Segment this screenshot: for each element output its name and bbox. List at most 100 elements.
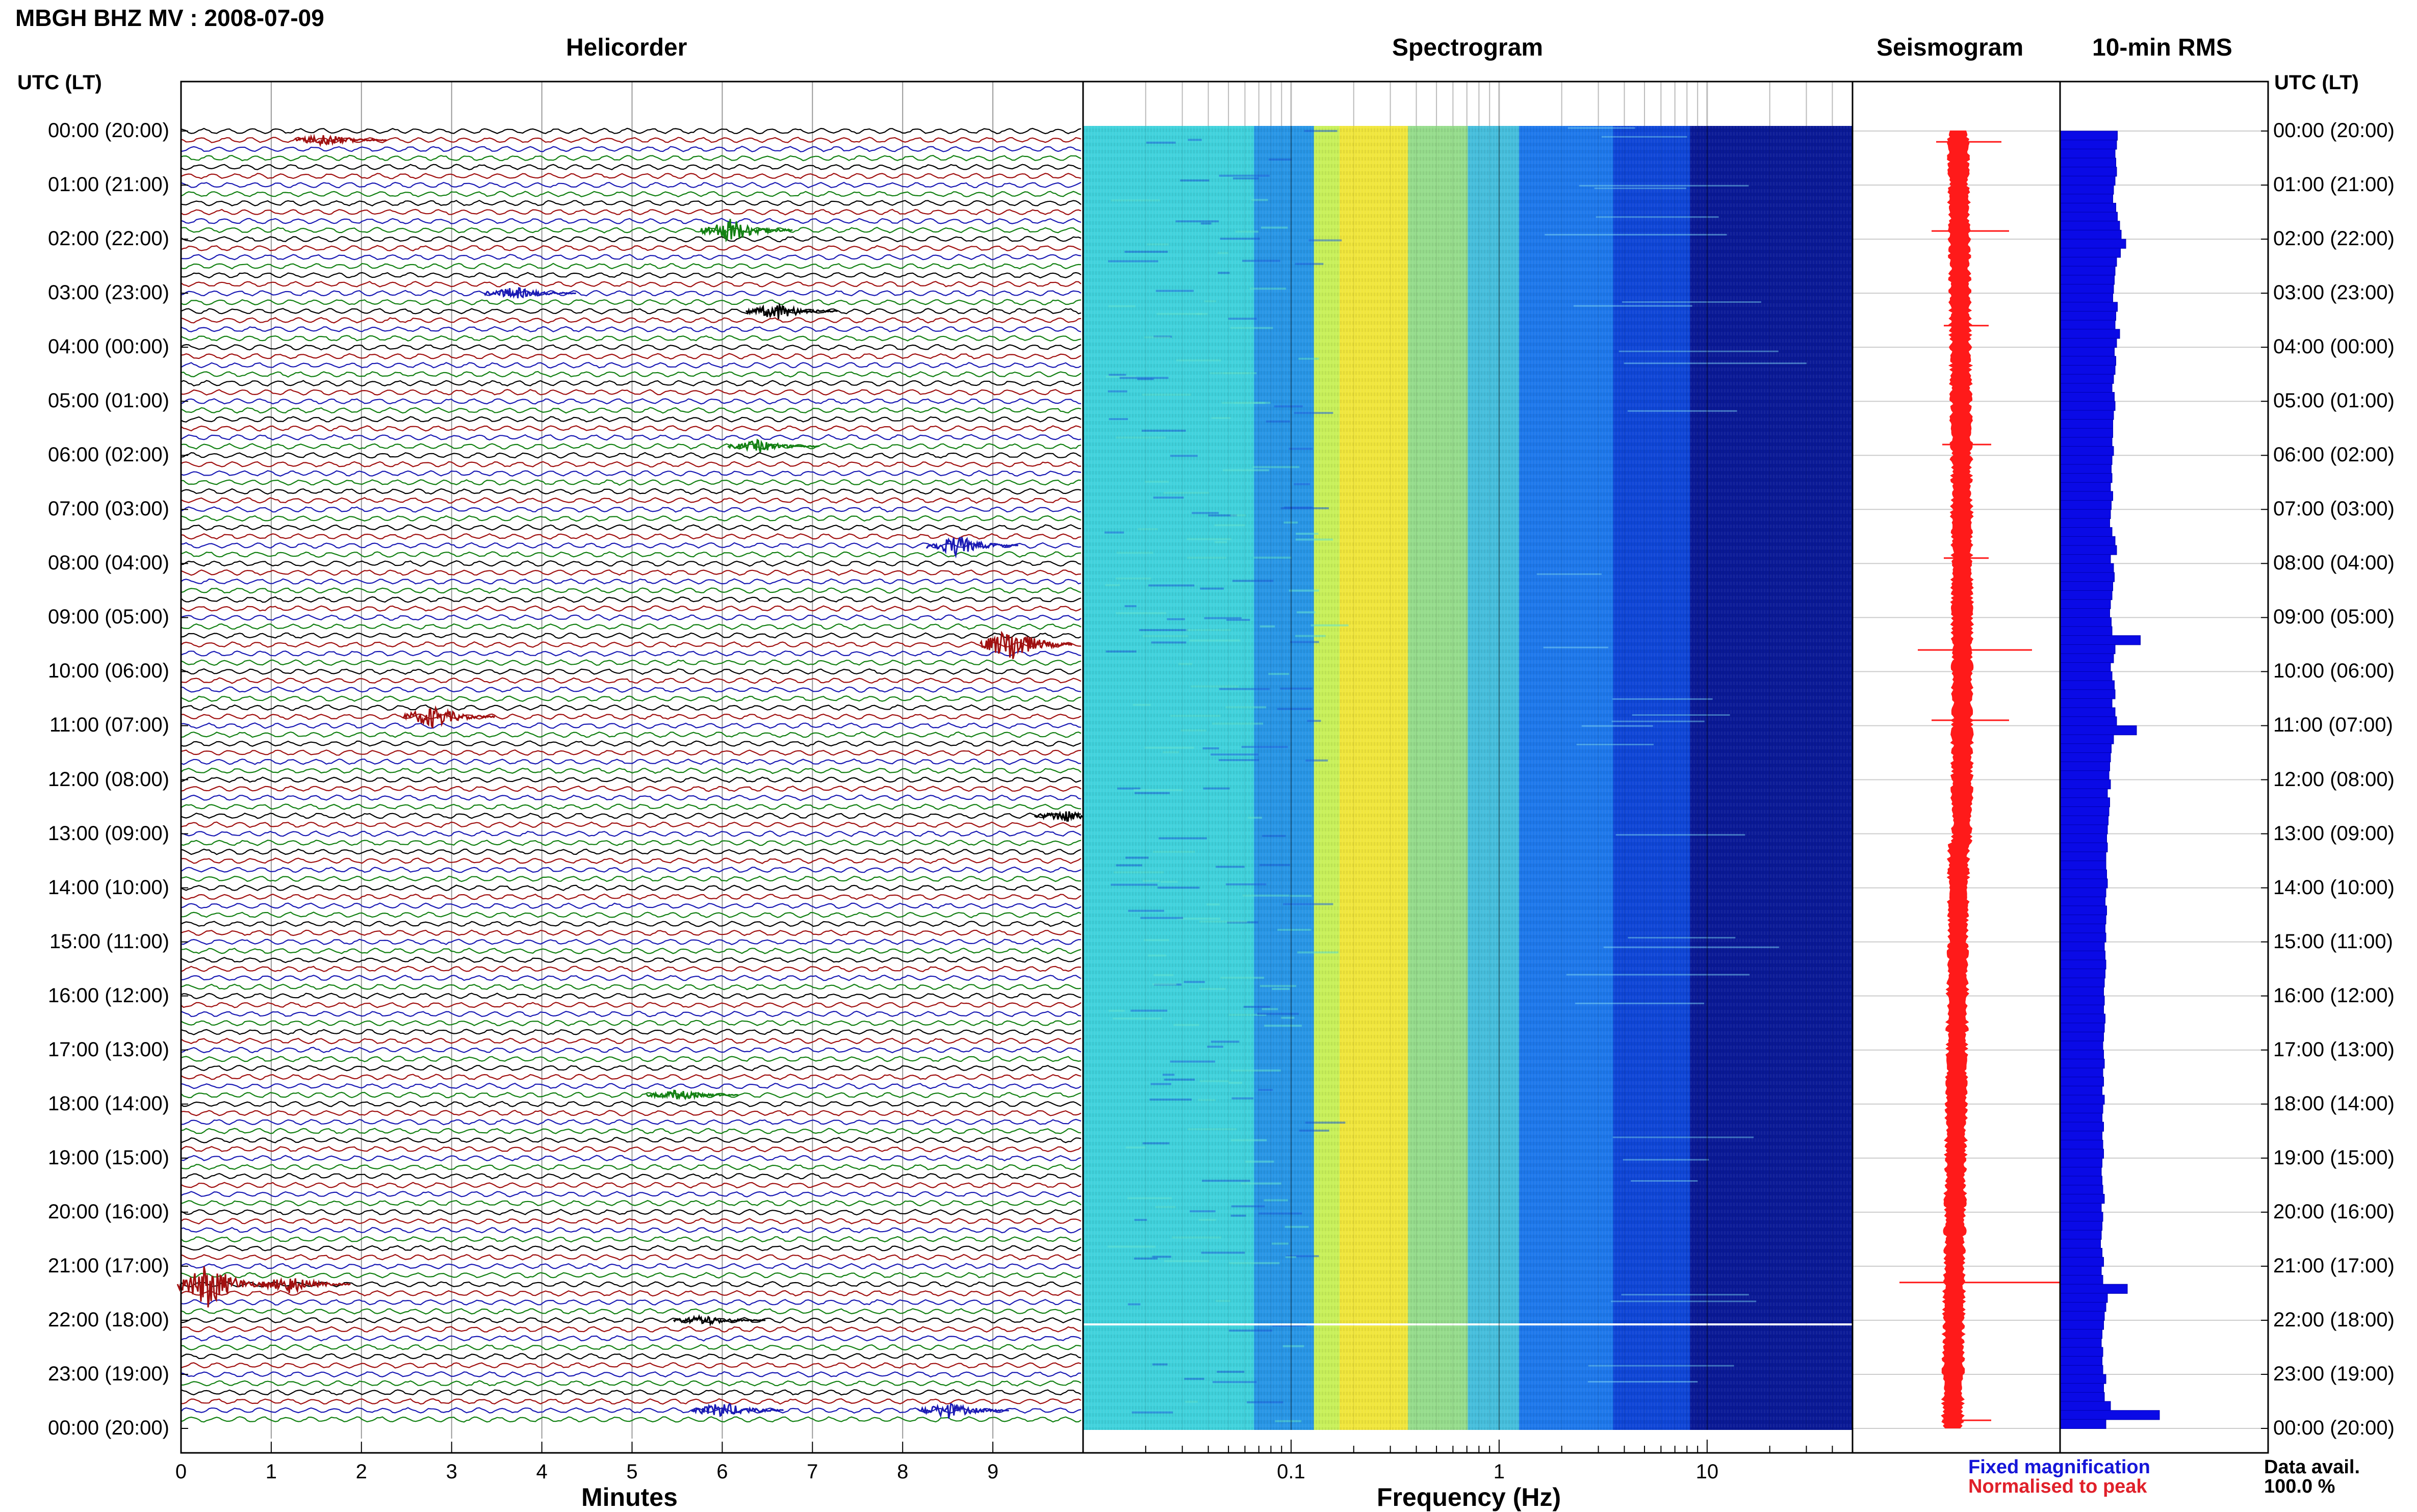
rms-bar — [2060, 202, 2116, 213]
helicorder-event — [916, 1403, 1009, 1419]
time-label-right: 08:00 (04:00) — [2273, 552, 2395, 575]
time-label-right: 01:00 (21:00) — [2273, 173, 2395, 196]
helicorder-event — [980, 631, 1073, 659]
rms-bar — [2060, 1401, 2111, 1411]
helicorder-trace — [180, 1172, 1082, 1180]
rms-bar — [2060, 419, 2113, 429]
rms-bar — [2060, 464, 2112, 474]
rms-bar — [2060, 1158, 2102, 1168]
helicorder-trace — [180, 1110, 1082, 1116]
time-label-left: 19:00 (15:00) — [48, 1146, 169, 1169]
seismogram-title: Seismogram — [1876, 34, 2024, 61]
rms-bar — [2060, 383, 2113, 393]
helicorder-trace — [180, 488, 1082, 495]
helicorder-tick-label: 4 — [536, 1461, 547, 1483]
seismogram-envelope — [1941, 131, 1974, 1428]
spectrogram-tick-label: 10 — [1696, 1461, 1719, 1483]
helicorder-trace — [180, 1344, 1082, 1351]
time-label-right: 05:00 (01:00) — [2273, 389, 2395, 412]
helicorder-trace — [180, 1118, 1082, 1126]
helicorder-trace — [180, 461, 1081, 468]
time-label-left: 08:00 (04:00) — [48, 552, 169, 575]
time-label-right: 17:00 (13:00) — [2273, 1038, 2395, 1061]
helicorder-trace — [180, 596, 1082, 603]
helicorder-trace — [180, 794, 1082, 801]
rms-bar — [2060, 148, 2116, 159]
rms-bar — [2060, 626, 2113, 636]
helicorder-trace — [180, 470, 1082, 477]
rms-bar — [2060, 1077, 2104, 1087]
rms-bar — [2060, 689, 2116, 699]
helicorder-trace — [180, 803, 1082, 810]
helicorder-trace — [180, 776, 1082, 783]
helicorder-trace — [180, 1164, 1082, 1170]
rms-bar — [2060, 320, 2116, 330]
helicorder-trace — [180, 947, 1082, 954]
rms-bar — [2060, 140, 2117, 150]
helicorder-trace — [180, 1020, 1082, 1027]
rms-bar — [2060, 302, 2118, 312]
rms-bar — [2060, 167, 2117, 177]
time-label-right: 00:00 (20:00) — [2273, 1417, 2395, 1439]
rms-bar — [2060, 617, 2112, 628]
time-label-left: 05:00 (01:00) — [48, 389, 169, 412]
rms-bar — [2060, 1167, 2102, 1177]
rms-bar — [2060, 797, 2110, 807]
time-label-right: 06:00 (02:00) — [2273, 444, 2395, 466]
time-label-right: 10:00 (06:00) — [2273, 660, 2395, 683]
helicorder-tick-label: 0 — [175, 1461, 187, 1483]
rms-bar — [2060, 698, 2113, 709]
rms-bar — [2060, 473, 2113, 483]
rms-bar — [2060, 942, 2105, 952]
rms-bar — [2060, 1284, 2128, 1294]
rms-bar — [2060, 1392, 2105, 1402]
helicorder-trace — [180, 551, 1082, 558]
helicorder-trace — [180, 767, 1082, 774]
rms-bar — [2060, 1185, 2103, 1195]
helicorder-trace — [180, 956, 1082, 963]
helicorder-trace — [180, 1353, 1082, 1360]
rms-bar — [2060, 491, 2113, 501]
rms-bar — [2060, 338, 2117, 348]
helicorder-trace — [180, 722, 1082, 729]
rms-bar — [2060, 1257, 2104, 1267]
helicorder-trace — [180, 1209, 1082, 1216]
helicorder-trace — [180, 1037, 1082, 1045]
rms-bar — [2060, 986, 2104, 997]
time-label-right: 12:00 (08:00) — [2273, 768, 2395, 791]
time-label-right: 21:00 (17:00) — [2273, 1254, 2395, 1277]
helicorder-trace — [180, 1182, 1082, 1189]
helicorder-trace — [180, 1308, 1082, 1315]
helicorder-trace — [180, 127, 1082, 135]
rms-bar — [2060, 1104, 2103, 1114]
helicorder-trace — [180, 344, 1082, 351]
helicorder-trace — [180, 443, 1082, 450]
time-label-right: 13:00 (09:00) — [2273, 822, 2395, 845]
helicorder-trace — [180, 1245, 1082, 1252]
helicorder-event — [727, 438, 820, 453]
rms-bar — [2060, 1383, 2104, 1393]
rms-bar — [2060, 212, 2118, 222]
helicorder-trace — [180, 1227, 1082, 1234]
rms-bar — [2060, 194, 2113, 204]
spectrogram-texture — [1083, 126, 1853, 1430]
rms-bar — [2060, 1320, 2104, 1330]
helicorder-trace — [180, 389, 1082, 396]
helicorder-trace — [180, 416, 1082, 423]
helicorder-trace — [180, 497, 1082, 504]
rms-bar — [2060, 833, 2107, 844]
rms-frame — [2059, 81, 2269, 1454]
rms-bar — [2060, 1203, 2102, 1213]
time-label-left: 10:00 (06:00) — [48, 660, 169, 683]
rms-bar — [2060, 1419, 2106, 1429]
rms-bar — [2060, 770, 2110, 780]
helicorder-trace — [180, 902, 1082, 909]
helicorder-trace — [180, 1056, 1082, 1062]
helicorder-trace — [180, 875, 1082, 882]
rms-bar — [2060, 851, 2106, 862]
time-label-left: 12:00 (08:00) — [48, 768, 169, 791]
helicorder-trace — [180, 1290, 1082, 1297]
time-label-left: 07:00 (03:00) — [48, 498, 169, 520]
helicorder-trace — [180, 749, 1082, 756]
helicorder-trace — [180, 866, 1082, 873]
